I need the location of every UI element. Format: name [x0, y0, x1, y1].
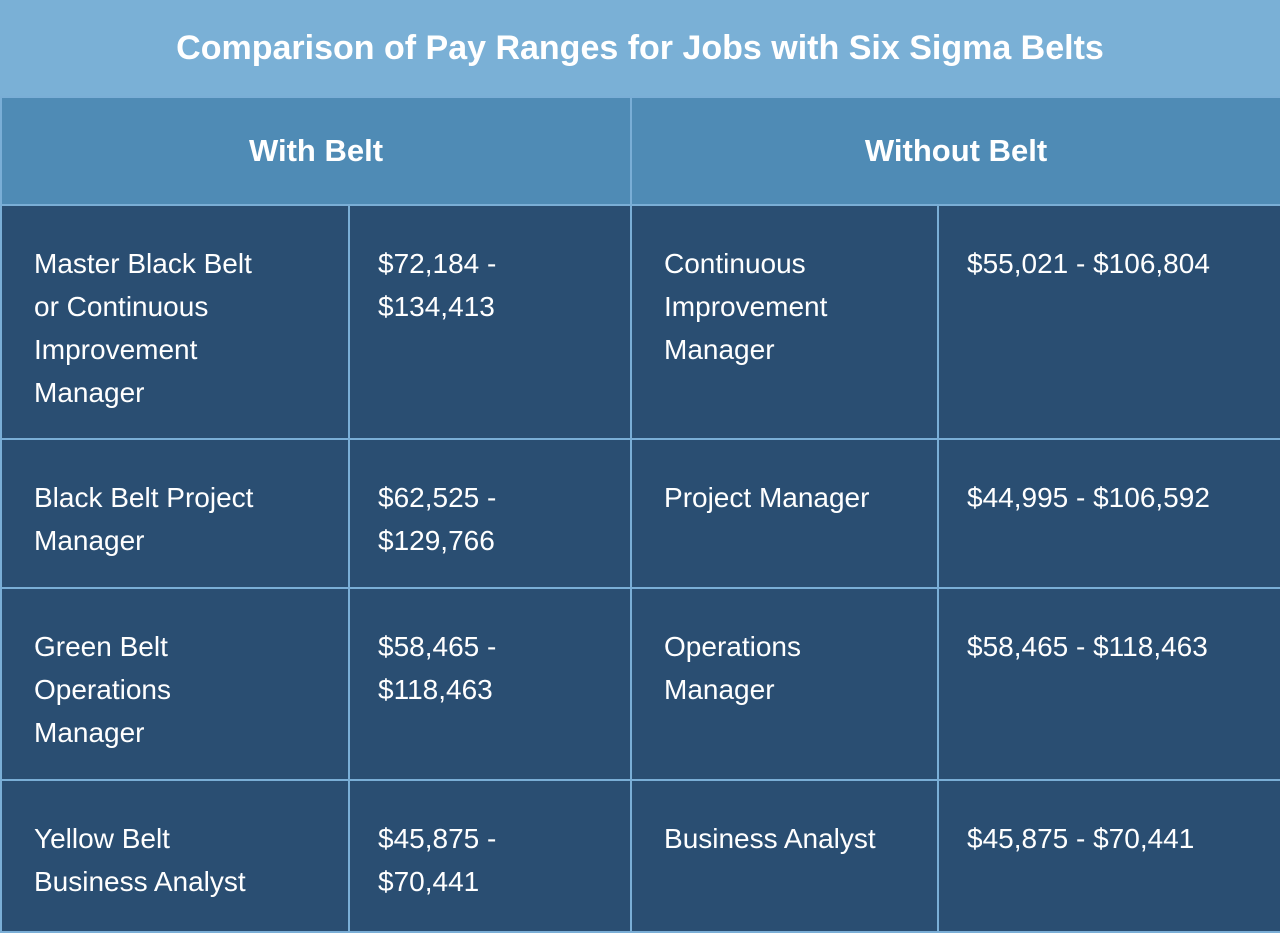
with-belt-pay: $62,525 - $129,766: [347, 438, 633, 589]
table-row: Green Belt Operations Manager $58,465 - …: [0, 587, 1280, 781]
without-belt-pay: $58,465 - $118,463: [937, 587, 1280, 781]
without-belt-job: Continuous Improvement Manager: [630, 204, 940, 440]
with-belt-job: Green Belt Operations Manager: [0, 587, 350, 781]
table-row: Black Belt Project Manager $62,525 - $12…: [0, 438, 1280, 589]
header-with-belt: With Belt: [0, 96, 633, 206]
without-belt-pay: $45,875 - $70,441: [937, 779, 1280, 933]
without-belt-job: Business Analyst: [630, 779, 940, 933]
page-title: Comparison of Pay Ranges for Jobs with S…: [0, 0, 1280, 96]
without-belt-job: Project Manager: [630, 438, 940, 589]
without-belt-pay: $55,021 - $106,804: [937, 204, 1280, 440]
table-row: Yellow Belt Business Analyst $45,875 - $…: [0, 779, 1280, 933]
with-belt-pay: $45,875 - $70,441: [347, 779, 633, 933]
with-belt-pay: $58,465 - $118,463: [347, 587, 633, 781]
with-belt-job: Yellow Belt Business Analyst: [0, 779, 350, 933]
with-belt-job: Master Black Belt or Continuous Improvem…: [0, 204, 350, 440]
without-belt-pay: $44,995 - $106,592: [937, 438, 1280, 589]
pay-comparison-table: With Belt Without Belt Master Black Belt…: [0, 96, 1280, 933]
with-belt-pay: $72,184 - $134,413: [347, 204, 633, 440]
table-row: Master Black Belt or Continuous Improvem…: [0, 204, 1280, 440]
with-belt-job: Black Belt Project Manager: [0, 438, 350, 589]
without-belt-job: Operations Manager: [630, 587, 940, 781]
header-row: With Belt Without Belt: [0, 96, 1280, 206]
header-without-belt: Without Belt: [630, 96, 1280, 206]
